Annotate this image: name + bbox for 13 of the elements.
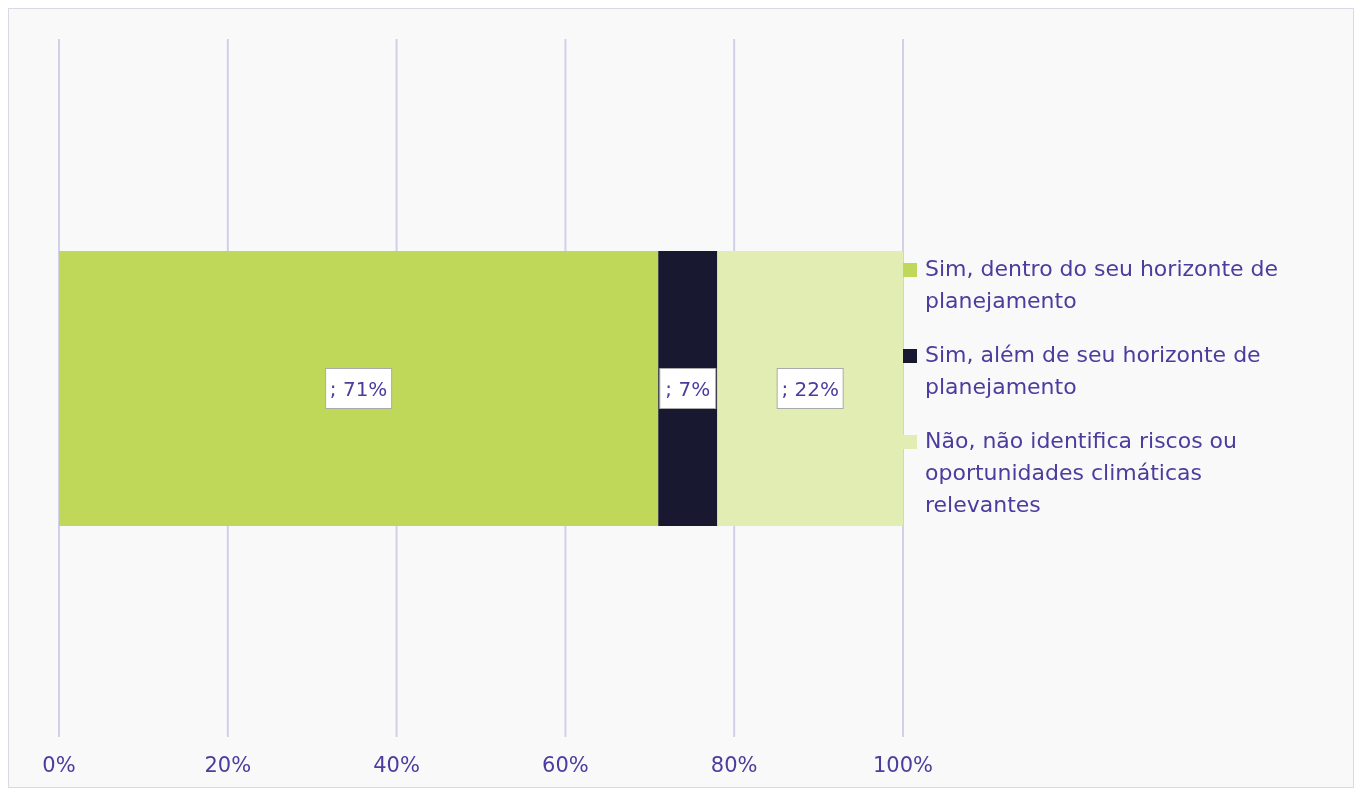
legend-label: Não, não identifica riscos ou oportunidades climáticas relevantes xyxy=(925,427,1239,519)
data-label: ; 22% xyxy=(781,376,839,401)
data-label: ; 71% xyxy=(329,376,388,401)
legend-label: Sim, dentro do seu horizonte de planejamento xyxy=(925,255,1280,315)
x-tick-label: 40% xyxy=(373,752,420,777)
x-tick-label: 0% xyxy=(42,752,76,777)
x-tick-label: 20% xyxy=(204,752,252,777)
x-tick-label: 100% xyxy=(872,752,934,777)
x-tick-label: 80% xyxy=(710,752,758,777)
x-tick-label: 60% xyxy=(542,752,589,777)
bar xyxy=(59,251,659,526)
data-label: ; 7% xyxy=(665,376,711,401)
legend-label: Sim, além de seu horizonte de planejamento xyxy=(925,341,1262,401)
